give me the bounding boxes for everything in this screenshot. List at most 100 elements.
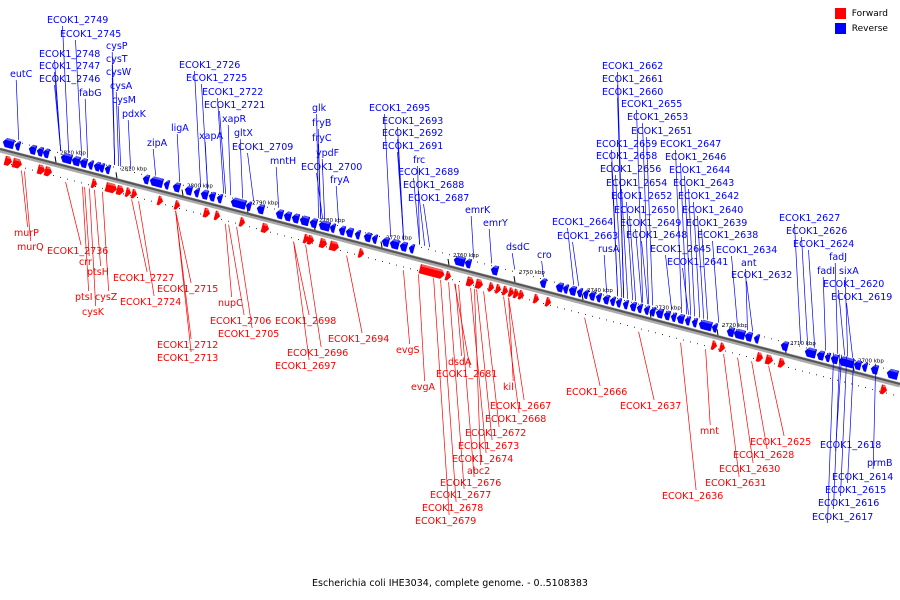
reverse-gene-label[interactable]: ECOK1_2652: [611, 191, 672, 202]
reverse-gene-label[interactable]: ECOK1_2624: [793, 239, 854, 250]
reverse-gene-label[interactable]: ECOK1_2725: [186, 73, 247, 84]
reverse-gene-label[interactable]: xapA: [199, 131, 223, 142]
reverse-gene-label[interactable]: ECOK1_2640: [682, 205, 743, 216]
reverse-gene-label[interactable]: ECOK1_2688: [403, 180, 464, 191]
reverse-gene-label[interactable]: ECOK1_2619: [831, 292, 892, 303]
reverse-gene-label[interactable]: ECOK1_2653: [627, 112, 688, 123]
forward-gene-label[interactable]: ECOK1_2694: [328, 334, 389, 345]
forward-gene-label[interactable]: dsdA: [448, 357, 472, 368]
reverse-gene-label[interactable]: ECOK1_2746: [39, 74, 100, 85]
forward-gene-label[interactable]: ECOK1_2681: [436, 369, 497, 380]
reverse-gene-label[interactable]: xapR: [222, 114, 246, 125]
forward-gene-label[interactable]: ECOK1_2724: [120, 297, 181, 308]
forward-gene-label[interactable]: ECOK1_2698: [275, 316, 336, 327]
forward-gene-label[interactable]: murP: [14, 228, 39, 239]
reverse-gene-label[interactable]: ECOK1_2664: [552, 217, 613, 228]
reverse-gene-label[interactable]: cro: [537, 250, 552, 261]
reverse-gene-label[interactable]: ECOK1_2658: [596, 151, 657, 162]
forward-gene-label[interactable]: ECOK1_2676: [440, 478, 501, 489]
reverse-gene-label[interactable]: cysM: [112, 95, 136, 106]
reverse-gene-label[interactable]: ECOK1_2642: [678, 191, 739, 202]
forward-gene-label[interactable]: ECOK1_2667: [490, 401, 551, 412]
reverse-gene-label[interactable]: cysW: [106, 67, 132, 78]
reverse-gene-label[interactable]: fadJ: [829, 252, 847, 263]
forward-gene-label[interactable]: ECOK1_2679: [415, 516, 476, 527]
forward-gene-label[interactable]: abc2: [467, 466, 490, 477]
reverse-gene-label[interactable]: fryC: [312, 133, 332, 144]
reverse-gene-label[interactable]: ECOK1_2661: [602, 74, 663, 85]
reverse-gene-label[interactable]: fryA: [330, 175, 350, 186]
reverse-gene-label[interactable]: ECOK1_2639: [686, 218, 747, 229]
forward-gene-label[interactable]: ECOK1_2677: [430, 490, 491, 501]
forward-gene-label[interactable]: evgS: [396, 345, 420, 356]
reverse-gene-label[interactable]: ECOK1_2618: [820, 440, 881, 451]
forward-gene-label[interactable]: ECOK1_2705: [218, 329, 279, 340]
forward-gene-label[interactable]: mnt: [700, 426, 719, 437]
reverse-gene-label[interactable]: ECOK1_2638: [697, 230, 758, 241]
reverse-gene-label[interactable]: ECOK1_2747: [39, 61, 100, 72]
reverse-gene-label[interactable]: fadI: [817, 266, 835, 277]
reverse-gene-label[interactable]: ECOK1_2687: [408, 193, 469, 204]
reverse-gene-label[interactable]: ECOK1_2650: [614, 205, 675, 216]
reverse-gene-label[interactable]: ECOK1_2643: [673, 178, 734, 189]
reverse-gene-label[interactable]: ECOK1_2659: [596, 139, 657, 150]
forward-gene-label[interactable]: ECOK1_2666: [566, 387, 627, 398]
forward-gene-label[interactable]: ECOK1_2637: [620, 401, 681, 412]
reverse-gene-label[interactable]: eutC: [10, 69, 33, 80]
reverse-gene-label[interactable]: frc: [413, 155, 425, 166]
reverse-gene-label[interactable]: ECOK1_2709: [232, 142, 293, 153]
forward-gene-label[interactable]: ECOK1_2668: [485, 414, 546, 425]
forward-gene-label[interactable]: murQ: [17, 242, 44, 253]
reverse-gene-label[interactable]: ECOK1_2644: [669, 165, 730, 176]
reverse-gene-label[interactable]: rusA: [598, 244, 620, 255]
reverse-gene-label[interactable]: ECOK1_2721: [204, 100, 265, 111]
forward-gene-label[interactable]: ECOK1_2631: [705, 478, 766, 489]
forward-gene-label[interactable]: ECOK1_2696: [287, 348, 348, 359]
reverse-gene-label[interactable]: gltX: [234, 128, 253, 139]
forward-gene-label[interactable]: ECOK1_2636: [662, 491, 723, 502]
reverse-gene-label[interactable]: ECOK1_2663: [557, 231, 618, 242]
forward-gene-label[interactable]: ECOK1_2674: [452, 454, 513, 465]
forward-gene-label[interactable]: ECOK1_2713: [157, 353, 218, 364]
forward-gene-label[interactable]: ECOK1_2678: [422, 503, 483, 514]
forward-gene-label[interactable]: crr: [79, 257, 92, 268]
reverse-gene-label[interactable]: cysP: [106, 41, 128, 52]
forward-gene-label[interactable]: ECOK1_2628: [733, 450, 794, 461]
reverse-gene-label[interactable]: emrY: [483, 218, 508, 229]
reverse-gene-label[interactable]: ECOK1_2654: [606, 178, 667, 189]
reverse-gene-label[interactable]: ECOK1_2749: [47, 15, 108, 26]
reverse-gene-label[interactable]: ECOK1_2722: [202, 87, 263, 98]
reverse-gene-label[interactable]: ECOK1_2616: [818, 498, 879, 509]
reverse-gene-label[interactable]: zipA: [147, 138, 168, 149]
reverse-gene-label[interactable]: glk: [312, 103, 327, 114]
reverse-gene-label[interactable]: ECOK1_2632: [731, 270, 792, 281]
reverse-gene-label[interactable]: ECOK1_2700: [301, 162, 362, 173]
forward-gene-label[interactable]: ECOK1_2697: [275, 361, 336, 372]
reverse-gene-label[interactable]: ECOK1_2647: [660, 139, 721, 150]
reverse-gene-label[interactable]: ECOK1_2627: [779, 213, 840, 224]
reverse-gene-label[interactable]: fabG: [79, 88, 102, 99]
reverse-gene-label[interactable]: ECOK1_2645: [650, 244, 711, 255]
forward-gene-label[interactable]: ECOK1_2712: [157, 340, 218, 351]
forward-gene-label[interactable]: ECOK1_2727: [113, 273, 174, 284]
reverse-gene-label[interactable]: ypdF: [316, 148, 339, 159]
reverse-gene-label[interactable]: ant: [741, 258, 757, 269]
reverse-gene-label[interactable]: ECOK1_2691: [382, 141, 443, 152]
reverse-gene-label[interactable]: ligA: [171, 123, 189, 134]
reverse-gene-label[interactable]: ECOK1_2614: [832, 472, 893, 483]
forward-gene-label[interactable]: ECOK1_2715: [157, 284, 218, 295]
forward-gene-label[interactable]: ptsI: [75, 292, 93, 303]
forward-gene-label[interactable]: ECOK1_2673: [458, 441, 519, 452]
reverse-gene-label[interactable]: ECOK1_2655: [621, 99, 682, 110]
reverse-gene-label[interactable]: prmB: [867, 458, 893, 469]
reverse-gene-label[interactable]: ECOK1_2646: [665, 152, 726, 163]
reverse-gene-label[interactable]: ECOK1_2695: [369, 103, 430, 114]
forward-gene-label[interactable]: ECOK1_2625: [750, 437, 811, 448]
reverse-gene-label[interactable]: ECOK1_2649: [620, 218, 681, 229]
forward-gene-label[interactable]: nupC: [218, 298, 243, 309]
reverse-gene-label[interactable]: emrK: [465, 205, 491, 216]
reverse-gene-label[interactable]: ECOK1_2626: [786, 226, 847, 237]
reverse-gene-label[interactable]: ECOK1_2662: [602, 61, 663, 72]
forward-gene-label[interactable]: evgA: [411, 382, 435, 393]
reverse-gene-label[interactable]: ECOK1_2656: [600, 164, 661, 175]
